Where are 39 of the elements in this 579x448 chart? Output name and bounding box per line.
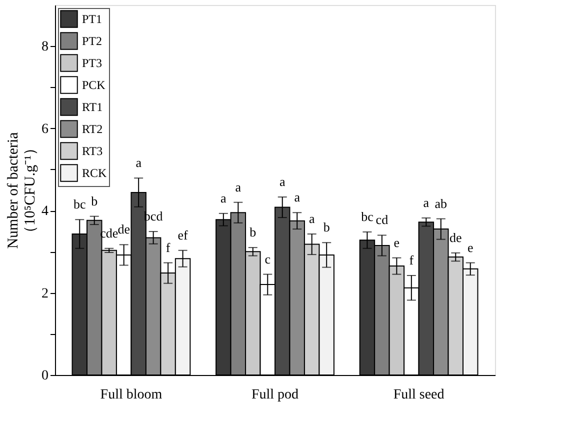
data-label: b <box>323 220 330 235</box>
data-label: a <box>235 179 242 194</box>
x-tick-label: Full bloom <box>100 388 162 402</box>
legend-label: PT1 <box>82 12 102 26</box>
y-tick-label: 8 <box>42 40 48 55</box>
y-tick-label: 2 <box>42 286 48 302</box>
data-label: b <box>250 224 256 240</box>
data-label: bc <box>361 208 374 224</box>
data-label: b <box>91 193 98 208</box>
legend-label: PT3 <box>82 56 102 70</box>
data-label: a <box>279 174 286 189</box>
x-tick-label: Full pod <box>251 388 299 402</box>
data-label: e <box>394 234 400 250</box>
legend-label: PT2 <box>82 34 102 48</box>
data-label: ef <box>178 227 189 242</box>
legend-label: RCK <box>82 166 108 180</box>
data-label: e <box>467 240 474 255</box>
data-label: f <box>409 252 414 268</box>
y-tick-label: 6 <box>42 122 48 137</box>
data-label: a <box>308 210 315 226</box>
data-label: c <box>264 251 271 266</box>
legend-label: RT2 <box>82 122 103 136</box>
y-tick-label: 0 <box>42 368 48 384</box>
data-label: f <box>166 240 171 255</box>
data-label: cd <box>376 212 389 228</box>
legend-label: PCK <box>82 78 106 92</box>
data-label: a <box>136 155 142 170</box>
data-label: bc <box>73 196 86 212</box>
x-tick-label: Full seed <box>393 388 444 402</box>
legend-label: RT3 <box>82 144 103 158</box>
data-label: ab <box>434 196 448 211</box>
y-tick-label: 4 <box>42 204 48 220</box>
y-axis-title: Number of bacteria （10⁵CFU.g⁻¹） <box>6 132 38 249</box>
legend-label: RT1 <box>82 100 103 114</box>
data-label: a <box>423 194 430 210</box>
data-label: de <box>118 222 130 237</box>
data-label: de <box>449 230 462 245</box>
data-label: a <box>294 190 300 205</box>
data-label: a <box>220 190 227 206</box>
